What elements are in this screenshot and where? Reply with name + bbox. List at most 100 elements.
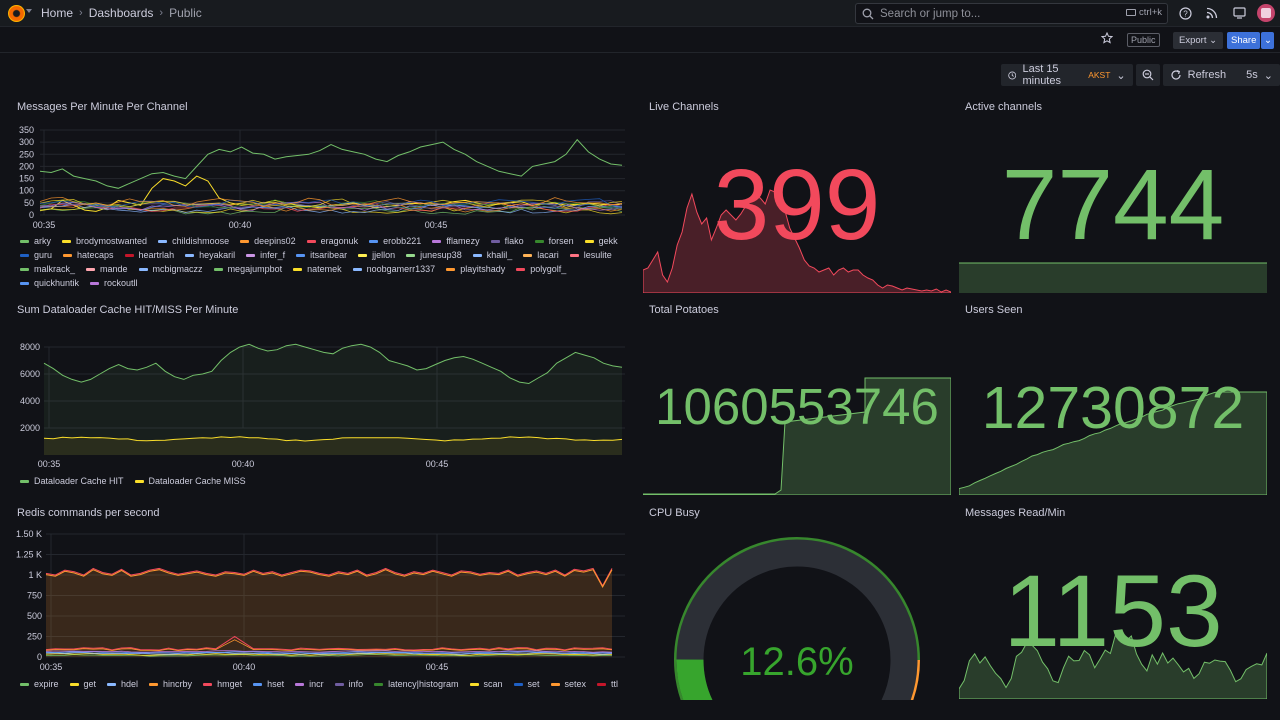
legend-item[interactable]: quickhuntik <box>20 278 79 288</box>
legend-item[interactable]: infer_f <box>246 250 285 260</box>
legend-item[interactable]: hincrby <box>149 679 192 689</box>
legend-item[interactable]: malkrack_ <box>20 264 75 274</box>
panel-title[interactable]: Messages Per Minute Per Channel <box>17 101 188 113</box>
zoom-out-button[interactable] <box>1135 64 1160 86</box>
legend-item[interactable]: jjellon <box>358 250 395 260</box>
breadcrumb-home[interactable]: Home <box>41 6 74 20</box>
legend-item[interactable]: khalil_ <box>472 250 512 260</box>
stat-value: 7744 <box>1001 149 1225 261</box>
legend-item[interactable]: mande <box>86 264 128 274</box>
legend-item[interactable]: gekk <box>584 236 618 246</box>
legend-item[interactable]: guru <box>20 250 52 260</box>
y-tick-label: 2000 <box>20 423 40 433</box>
redis-chart[interactable]: 0 250 500 750 1 K 1.25 K 1.50 K 00:35 00:40 00:4… <box>0 527 630 677</box>
legend-item[interactable]: deepins02 <box>240 236 296 246</box>
help-icon[interactable]: ? <box>1176 4 1194 22</box>
legend-item[interactable]: flako <box>490 236 524 246</box>
panel-title[interactable]: Redis commands per second <box>17 507 160 519</box>
legend-item[interactable]: info <box>334 679 363 689</box>
series-area <box>44 436 622 455</box>
legend-item[interactable]: hset <box>253 679 284 689</box>
legend-item[interactable]: get <box>69 679 96 689</box>
time-range-picker[interactable]: Last 15 minutes AKST ⌄ <box>1001 63 1133 87</box>
star-icon[interactable] <box>1100 31 1114 47</box>
legend-label: forsen <box>548 236 574 246</box>
messages-read-sparkline <box>959 633 1267 699</box>
legend-item[interactable]: heyakaril <box>185 250 235 260</box>
user-avatar[interactable] <box>1257 4 1275 22</box>
export-button[interactable]: Export ⌄ <box>1173 32 1224 49</box>
legend-label: rockoutll <box>104 278 138 288</box>
series-line <box>45 653 612 656</box>
legend-label: incr <box>309 679 324 689</box>
legend-item[interactable]: rockoutll <box>90 278 138 288</box>
rss-icon[interactable] <box>1203 4 1221 22</box>
legend-swatch <box>306 239 316 243</box>
legend-item[interactable]: hatecaps <box>63 250 114 260</box>
share-button[interactable]: Share <box>1227 32 1260 49</box>
legend-item[interactable]: polygolf_ <box>516 264 566 274</box>
share-menu-chevron-icon[interactable]: ⌄ <box>1261 32 1274 49</box>
legend-item[interactable]: Dataloader Cache MISS <box>134 476 246 486</box>
search-input[interactable]: Search or jump to... ctrl+k <box>855 3 1168 24</box>
grafana-logo-icon[interactable] <box>8 5 25 22</box>
legend-item[interactable]: expire <box>20 679 59 689</box>
kiosk-icon[interactable] <box>1230 4 1248 22</box>
y-tick-label: 1.50 K <box>16 529 42 539</box>
legend-item[interactable]: fflamezy <box>432 236 480 246</box>
legend-item[interactable]: eragonuk <box>306 236 358 246</box>
legend-swatch <box>569 253 579 257</box>
legend-item[interactable]: lacari <box>523 250 559 260</box>
panel-title[interactable]: Active channels <box>965 101 1043 113</box>
series-area <box>44 344 622 455</box>
legend-label: playitshady <box>460 264 506 274</box>
legend-item[interactable]: latency|histogram <box>374 679 459 689</box>
legend-item[interactable]: megajumpbot <box>213 264 282 274</box>
y-tick-label: 8000 <box>20 342 40 352</box>
y-tick-label: 300 <box>19 137 34 147</box>
refresh-picker[interactable]: Refresh 5s ⌄ <box>1162 64 1280 86</box>
panel-title[interactable]: CPU Busy <box>649 507 700 519</box>
legend-item[interactable]: brodymostwanted <box>62 236 147 246</box>
panel-title[interactable]: Sum Dataloader Cache HIT/MISS Per Minute <box>17 304 239 316</box>
legend-item[interactable]: erobb221 <box>369 236 421 246</box>
sparkline-area <box>643 377 951 495</box>
legend-item[interactable]: forsen <box>534 236 574 246</box>
stat-value: 12730872 <box>981 375 1245 441</box>
dataloader-chart[interactable]: 2000 4000 6000 8000 00:35 00:40 00:45 <box>0 330 630 470</box>
legend-item[interactable]: arky <box>20 236 51 246</box>
panel-title[interactable]: Users Seen <box>965 304 1023 316</box>
panel-title[interactable]: Live Channels <box>649 101 719 113</box>
legend-item[interactable]: noobgamerr1337 <box>352 264 435 274</box>
series-line <box>39 198 623 208</box>
legend-label: itsaribear <box>310 250 348 260</box>
series-line <box>45 651 613 654</box>
legend-item[interactable]: junesup38 <box>406 250 462 260</box>
legend-item[interactable]: scan <box>469 679 503 689</box>
legend-item[interactable]: setex <box>550 679 586 689</box>
chevron-down-icon: ⌄ <box>1116 69 1126 82</box>
x-tick-label: 00:35 <box>33 220 56 230</box>
legend-item[interactable]: lesulite <box>569 250 612 260</box>
legend-item[interactable]: ttl <box>597 679 618 689</box>
breadcrumb-dashboards[interactable]: Dashboards <box>88 6 154 20</box>
legend-item[interactable]: hdel <box>107 679 138 689</box>
chart-legend: expire get hdel hincrby hmget hset incr info lat… <box>20 679 630 689</box>
messages-chart[interactable]: 0 50 100 150 200 250 300 350 00:35 00:40 00:45 <box>0 120 630 235</box>
legend-item[interactable]: itsaribear <box>296 250 347 260</box>
legend-item[interactable]: heartrlah <box>124 250 174 260</box>
legend-label: brodymostwanted <box>76 236 148 246</box>
legend-item[interactable]: hmget <box>203 679 242 689</box>
legend-item[interactable]: childishmoose <box>158 236 229 246</box>
legend-item[interactable]: natemek <box>293 264 342 274</box>
legend-item[interactable]: Dataloader Cache HIT <box>20 476 124 486</box>
panel-title[interactable]: Total Potatoes <box>649 304 719 316</box>
legend-item[interactable]: playitshady <box>446 264 505 274</box>
chevron-down-icon[interactable] <box>26 9 32 13</box>
legend-item[interactable]: incr <box>295 679 324 689</box>
legend-item[interactable]: set <box>513 679 540 689</box>
series-line <box>43 436 623 442</box>
series-line <box>45 650 613 653</box>
legend-item[interactable]: mcbigmaczz <box>138 264 203 274</box>
panel-title[interactable]: Messages Read/Min <box>965 507 1066 519</box>
